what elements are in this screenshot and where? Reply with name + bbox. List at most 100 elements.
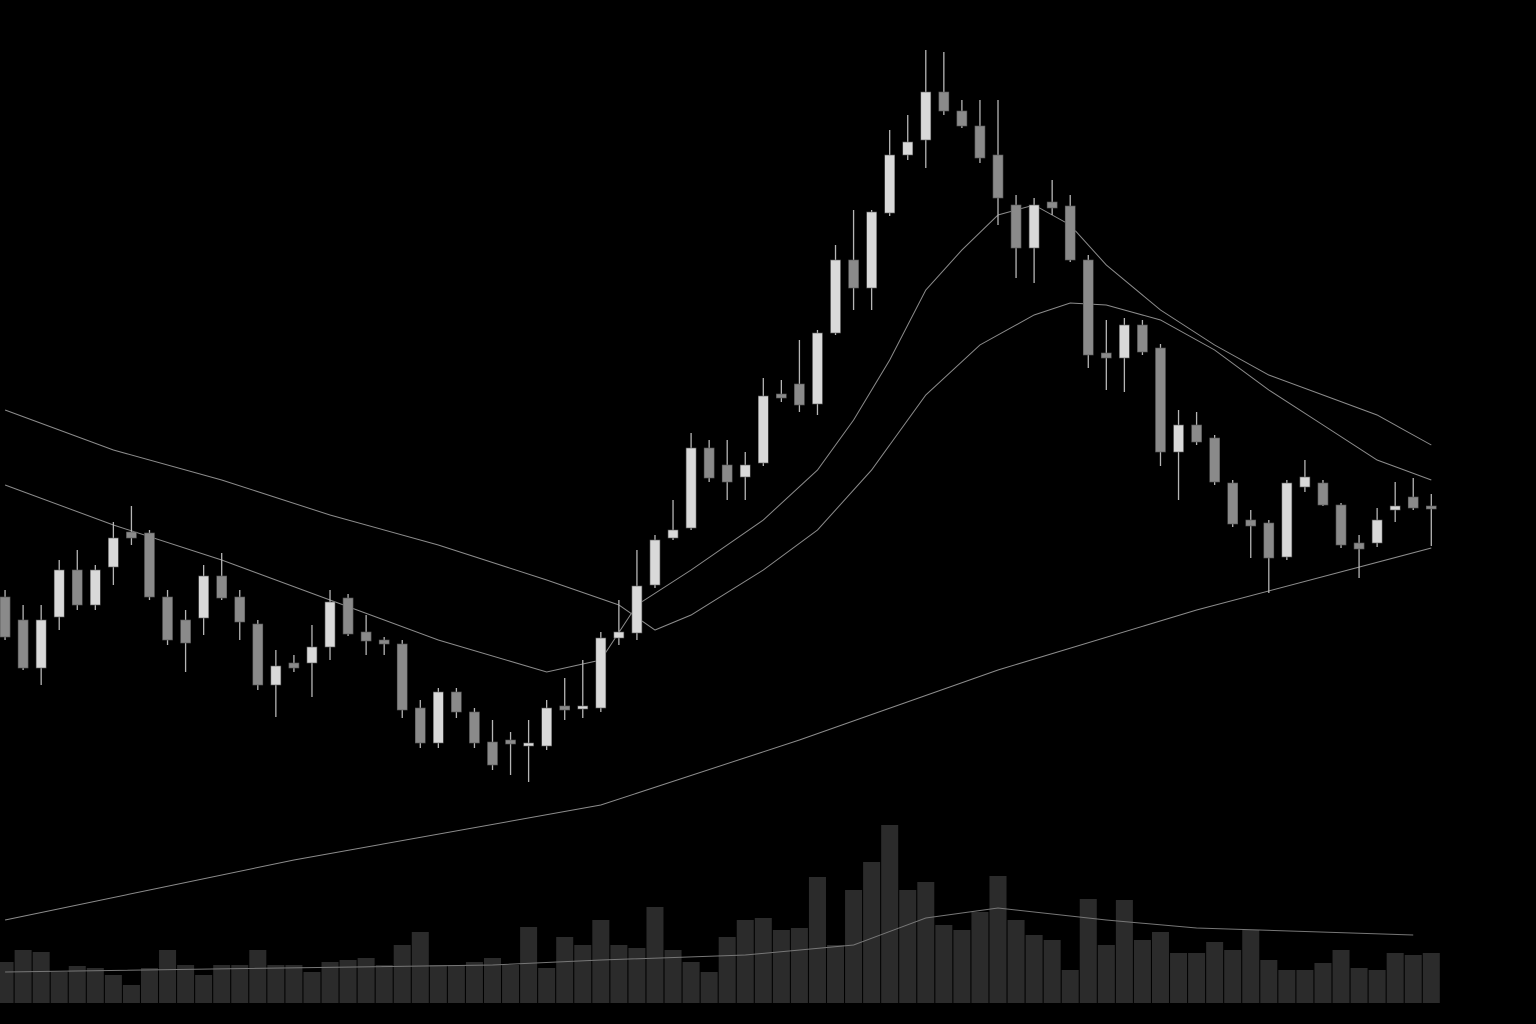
volume-bar (1314, 963, 1332, 1003)
volume-bar (393, 945, 411, 1003)
candle-body (667, 529, 679, 539)
candle-body (758, 395, 769, 464)
candle-body (360, 631, 372, 642)
volume-bar (754, 918, 772, 1003)
candle-body (469, 711, 480, 744)
volume-bar (556, 937, 574, 1003)
volume-bar (1386, 953, 1404, 1003)
volume-bar (1170, 953, 1188, 1003)
candle-body (90, 569, 101, 606)
candle-body (956, 110, 968, 127)
volume-bar (646, 907, 664, 1003)
volume-bar (827, 945, 845, 1003)
volume-bar (664, 950, 682, 1003)
volume-bar (50, 972, 68, 1003)
candle-body (1281, 482, 1293, 558)
candle-body (1155, 347, 1166, 453)
volume-bar (736, 920, 754, 1003)
candle-body (378, 639, 390, 645)
volume-bar (159, 950, 177, 1003)
volume-bar (249, 950, 267, 1003)
candle-body (1046, 201, 1058, 209)
candle-body (1137, 324, 1148, 353)
candle-body (794, 383, 805, 406)
volume-bar (411, 932, 429, 1003)
volume-bar (574, 945, 592, 1003)
volume-bar (213, 965, 231, 1003)
volume-bar (140, 968, 158, 1003)
volume-bar (772, 930, 790, 1003)
moving-average-line (4, 204, 1432, 673)
volume-bar (1332, 950, 1350, 1003)
volume-bar (195, 975, 213, 1003)
candle-body (35, 619, 47, 669)
volume-bar (68, 966, 86, 1003)
volume-bar (1043, 940, 1061, 1003)
candle-body (17, 619, 29, 669)
volume-bar (682, 962, 700, 1003)
candle-body (559, 705, 571, 711)
volume-bar (917, 882, 935, 1003)
candle-body (974, 125, 986, 159)
candle-body (505, 739, 516, 745)
volume-bar (375, 965, 393, 1003)
candle-body (451, 691, 462, 713)
candle-body (234, 596, 246, 623)
candle-body (1173, 424, 1184, 453)
volume-bar (971, 912, 989, 1003)
volume-bar (429, 965, 447, 1003)
candle-body (1119, 324, 1130, 359)
candle-body (144, 532, 155, 598)
candle-body (198, 575, 209, 619)
volume-bar (1224, 950, 1242, 1003)
candle-body (685, 447, 697, 529)
candle-body (938, 91, 950, 112)
volume-bar (285, 965, 303, 1003)
candle-body (902, 141, 914, 156)
candle-body (71, 569, 83, 606)
volume-bar (303, 972, 321, 1003)
candle-body (595, 637, 607, 709)
volume-bar (808, 877, 826, 1003)
volume-bar (718, 937, 736, 1003)
volume-bar (628, 948, 646, 1003)
volume-bar (1422, 953, 1440, 1003)
candle-body (342, 597, 354, 635)
volume-bar (1115, 900, 1133, 1003)
candle-body (1335, 504, 1347, 546)
volume-bar (1350, 968, 1368, 1003)
candle-body (414, 707, 426, 744)
volume-bar (1206, 942, 1224, 1003)
volume-bar (1151, 932, 1169, 1003)
volume-bar (14, 950, 32, 1003)
candle-body (306, 646, 318, 664)
volume-bar (32, 952, 50, 1003)
candle-body (1227, 482, 1238, 525)
volume-bar (1061, 970, 1079, 1003)
candle-body (1263, 522, 1275, 559)
candle-body (703, 447, 715, 479)
volume-bar (104, 975, 122, 1003)
candle-body (270, 665, 282, 686)
candle-body (1245, 519, 1257, 527)
volume-bar (1007, 920, 1025, 1003)
candle-body (739, 464, 751, 478)
volume-bar (1079, 899, 1097, 1003)
volume-bar (881, 825, 899, 1003)
volume-bar (1368, 970, 1386, 1003)
candle-body (180, 619, 191, 644)
volume-bar (1296, 970, 1314, 1003)
candle-body (1299, 476, 1311, 488)
candle-body (812, 332, 823, 405)
volume-bar (1278, 970, 1296, 1003)
candle-body (613, 631, 625, 639)
candle-body (631, 585, 643, 634)
volume-bar (465, 962, 483, 1003)
volume-bar (502, 965, 520, 1003)
candle-body (577, 705, 589, 710)
volume-bar (447, 965, 465, 1003)
volume-bar (1404, 955, 1422, 1003)
volume-bar (484, 958, 502, 1003)
